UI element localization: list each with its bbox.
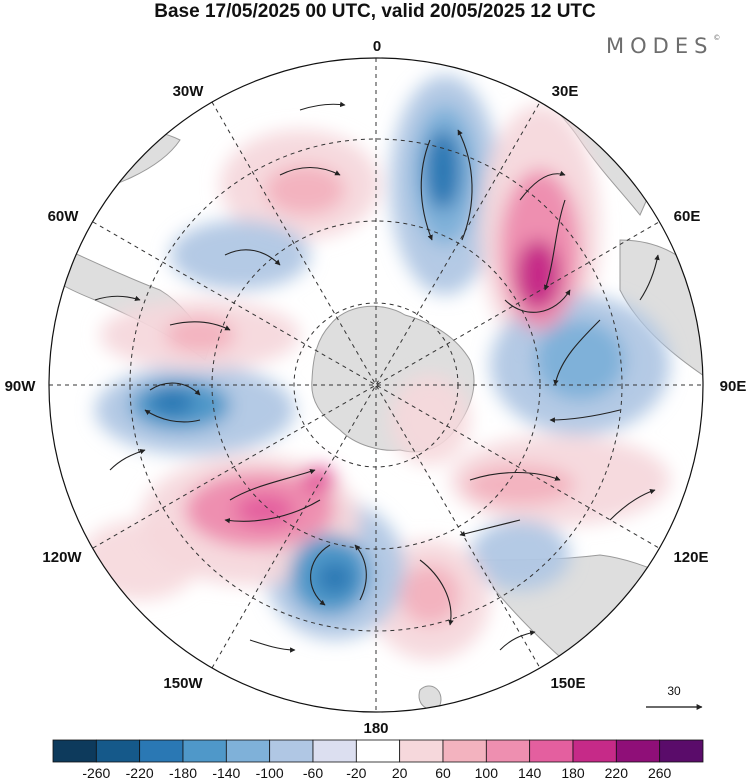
colorbar-box xyxy=(615,739,661,763)
colorbar-tick-label: 60 xyxy=(435,765,451,781)
colorbar-ticks: -260 -220 -180 -140 -100 -60 -20 20 60 100 140 180 2… xyxy=(82,765,671,781)
colorbar-tick-label: 100 xyxy=(475,765,499,781)
colorbar-box xyxy=(269,739,314,763)
anomaly-neg-strong xyxy=(425,130,461,210)
colorbar-tick-label: 260 xyxy=(648,765,672,781)
colorbar-boxes xyxy=(52,739,704,763)
colorbar-box xyxy=(442,739,487,763)
colorbar-box xyxy=(312,739,357,763)
colorbar-tick-label: -260 xyxy=(82,765,110,781)
new-zealand-land xyxy=(418,685,442,710)
wind-vectors xyxy=(94,101,660,653)
label-30w: 30W xyxy=(173,83,205,100)
graticule xyxy=(49,58,703,712)
colorbar-tick-label: 20 xyxy=(392,765,408,781)
colorbar-box xyxy=(529,739,574,763)
colorbar-tick-label: -60 xyxy=(303,765,323,781)
colorbar-tick-label: -100 xyxy=(256,765,284,781)
colorbar-box xyxy=(659,739,704,763)
colorbar-box xyxy=(399,739,444,763)
colorbar-tick-label: -180 xyxy=(169,765,197,781)
anomaly-neg-mid xyxy=(535,320,625,400)
map-title: Base 17/05/2025 00 UTC, valid 20/05/2025… xyxy=(154,1,596,22)
anomaly-neg-strong xyxy=(317,562,353,594)
polar-map: 0 30E 60E 90E 120E 150E 180 150W 120W 90… xyxy=(5,38,747,735)
colorbar-box xyxy=(572,739,617,763)
colorbar-box xyxy=(485,739,531,763)
colorbar-tick-label: -140 xyxy=(212,765,240,781)
label-120w: 120W xyxy=(42,549,82,566)
label-90w: 90W xyxy=(5,378,37,395)
colorbar-box xyxy=(95,739,141,763)
anomaly-pos-weak xyxy=(390,375,470,465)
colorbar-box xyxy=(225,739,271,763)
anomaly-pos-weak xyxy=(80,520,200,600)
anomaly-pos-strong xyxy=(516,240,560,310)
label-30e: 30E xyxy=(552,83,579,100)
label-180: 180 xyxy=(363,720,388,735)
reference-vector: 30 xyxy=(646,684,703,710)
colorbar-box xyxy=(139,739,184,763)
colorbar-tick-label: 220 xyxy=(605,765,629,781)
anomaly-pos-mid xyxy=(165,317,235,353)
label-150e: 150E xyxy=(550,675,585,692)
label-90e: 90E xyxy=(720,378,747,395)
anomaly-pos-mid xyxy=(400,565,460,625)
longitude-labels: 0 30E 60E 90E 120E 150E 180 150W 120W 90… xyxy=(5,38,747,735)
reference-vector-label: 30 xyxy=(667,684,681,698)
colorbar-box xyxy=(182,739,227,763)
label-120e: 120E xyxy=(673,549,708,566)
map-disk xyxy=(49,58,703,712)
anomaly-neg-weak xyxy=(470,520,570,590)
brand-mark: © xyxy=(713,34,721,42)
label-0: 0 xyxy=(373,38,381,55)
anomaly-pos-strong xyxy=(300,466,336,494)
colorbar-tick-label: 180 xyxy=(561,765,585,781)
brand-text: MODES xyxy=(606,34,714,58)
colorbar-box xyxy=(355,739,401,763)
anomaly-neg-strong xyxy=(150,388,194,416)
anomaly-pos-mid xyxy=(265,165,345,215)
colorbar-box xyxy=(52,739,97,763)
modes-logo: MODES© xyxy=(606,34,720,58)
colorbar-tick-label: -220 xyxy=(126,765,154,781)
colorbar-tick-label: 140 xyxy=(518,765,542,781)
colorbar-tick-label: -20 xyxy=(346,765,366,781)
label-150w: 150W xyxy=(163,675,203,692)
map-boundary xyxy=(48,57,704,713)
label-60e: 60E xyxy=(674,208,701,225)
label-60w: 60W xyxy=(48,208,80,225)
anomaly-neg-weak xyxy=(170,220,310,290)
anomaly-pos-mid xyxy=(465,465,575,505)
